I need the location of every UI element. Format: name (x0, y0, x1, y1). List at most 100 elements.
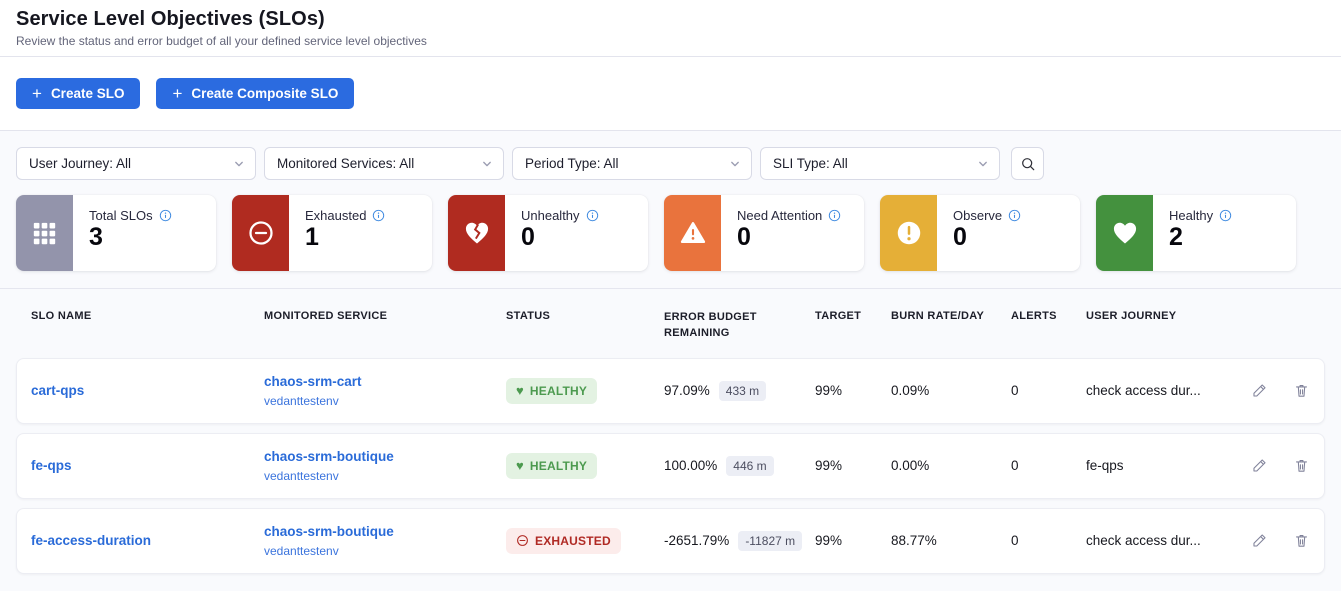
status-badge: ♥ HEALTHY (506, 377, 598, 404)
total-slos-card[interactable]: Total SLOs 3 (16, 195, 216, 271)
environment-link[interactable]: vedanttestenv (264, 544, 339, 559)
summary-cards: Total SLOs 3 Exhausted 1 (0, 180, 1341, 271)
target-value: 99% (815, 383, 843, 399)
heart-icon: ♥ (516, 383, 524, 399)
table-header-row: SLO NAME MONITORED SERVICE STATUS ERROR … (16, 289, 1325, 358)
delete-button[interactable] (1293, 532, 1310, 549)
user-journey-value: check access dur... (1086, 533, 1201, 549)
pencil-icon (1253, 459, 1266, 472)
sli-type-filter-value: SLI Type: All (773, 156, 848, 171)
user-journey-value: check access dur... (1086, 383, 1201, 399)
burn-rate-value: 0.09% (891, 383, 930, 399)
observe-card[interactable]: Observe 0 (880, 195, 1080, 271)
error-budget-minutes-chip: 433 m (718, 380, 767, 401)
content-area: User Journey: All Monitored Services: Al… (0, 131, 1341, 591)
heart-icon (1096, 195, 1153, 271)
col-header-user-journey: USER JOURNEY (1086, 310, 1177, 322)
healthy-card[interactable]: Healthy 2 (1096, 195, 1296, 271)
slo-name-link[interactable]: fe-access-duration (31, 532, 152, 548)
info-icon[interactable] (372, 209, 385, 222)
page-header: Service Level Objectives (SLOs) Review t… (0, 0, 1341, 57)
chevron-down-icon (979, 161, 987, 166)
target-value: 99% (815, 458, 843, 474)
col-header-alerts: ALERTS (1011, 310, 1057, 322)
search-button[interactable] (1011, 147, 1044, 180)
burn-rate-value: 0.00% (891, 458, 930, 474)
exclamation-circle-icon (880, 195, 937, 271)
card-value: 0 (953, 223, 967, 251)
search-icon (1021, 157, 1034, 170)
monitored-services-filter-value: Monitored Services: All (277, 156, 415, 171)
col-header-error-budget-remaining: ERROR BUDGET REMAINING (664, 311, 757, 339)
delete-button[interactable] (1293, 457, 1310, 474)
info-icon[interactable] (159, 209, 172, 222)
card-label: Healthy (1169, 208, 1214, 223)
trash-icon (1296, 460, 1307, 473)
info-icon[interactable] (1219, 209, 1232, 222)
pencil-icon (1253, 384, 1266, 397)
user-journey-value: fe-qps (1086, 458, 1124, 474)
info-icon[interactable] (1008, 209, 1021, 222)
table-row[interactable]: fe-access-duration chaos-srm-boutique ve… (16, 507, 1325, 574)
card-value: 2 (1169, 223, 1183, 251)
edit-button[interactable] (1251, 532, 1268, 549)
monitored-service-link[interactable]: chaos-srm-cart (264, 374, 362, 390)
col-header-status: STATUS (506, 310, 551, 322)
plus-icon: + (32, 83, 42, 103)
card-value: 0 (737, 223, 751, 251)
delete-button[interactable] (1293, 382, 1310, 399)
chevron-down-icon (483, 161, 491, 166)
target-value: 99% (815, 533, 843, 549)
monitored-service-link[interactable]: chaos-srm-boutique (264, 524, 394, 540)
grid-icon (16, 195, 73, 271)
edit-button[interactable] (1251, 382, 1268, 399)
status-badge: EXHAUSTED (506, 527, 621, 554)
card-label: Total SLOs (89, 208, 153, 223)
period-type-filter[interactable]: Period Type: All (512, 147, 752, 180)
need-attention-card[interactable]: Need Attention 0 (664, 195, 864, 271)
exhausted-card[interactable]: Exhausted 1 (232, 195, 432, 271)
status-badge: ♥ HEALTHY (506, 452, 598, 479)
card-label: Exhausted (305, 208, 367, 223)
create-composite-slo-button[interactable]: + Create Composite SLO (156, 78, 355, 109)
create-slo-button[interactable]: + Create SLO (16, 78, 141, 109)
info-icon[interactable] (586, 209, 599, 222)
slo-table: SLO NAME MONITORED SERVICE STATUS ERROR … (0, 288, 1341, 574)
minus-circle-icon (517, 535, 528, 547)
slo-name-link[interactable]: cart-qps (31, 382, 85, 398)
alerts-count: 0 (1011, 383, 1019, 399)
sli-type-filter[interactable]: SLI Type: All (760, 147, 1000, 180)
alerts-count: 0 (1011, 533, 1019, 549)
heart-icon: ♥ (516, 458, 524, 474)
error-budget-minutes-chip: 446 m (726, 455, 774, 476)
broken-heart-icon (448, 195, 505, 271)
col-header-burn-rate: BURN RATE/DAY (891, 310, 985, 322)
monitored-services-filter[interactable]: Monitored Services: All (264, 147, 504, 180)
col-header-slo-name: SLO NAME (31, 310, 92, 322)
create-slo-label: Create SLO (50, 86, 125, 101)
card-label: Need Attention (737, 208, 823, 223)
col-header-target: TARGET (815, 310, 862, 322)
page-title: Service Level Objectives (SLOs) (16, 8, 325, 30)
slo-name-link[interactable]: fe-qps (31, 457, 72, 473)
edit-button[interactable] (1251, 457, 1268, 474)
filter-bar: User Journey: All Monitored Services: Al… (0, 131, 1341, 180)
plus-icon: + (172, 83, 183, 103)
chevron-down-icon (235, 161, 243, 166)
environment-link[interactable]: vedanttestenv (264, 394, 339, 409)
environment-link[interactable]: vedanttestenv (264, 469, 339, 484)
warning-triangle-icon (664, 195, 721, 271)
toolbar: + Create SLO + Create Composite SLO (0, 57, 1341, 131)
table-row[interactable]: fe-qps chaos-srm-boutique vedanttestenv … (16, 432, 1325, 499)
table-row[interactable]: cart-qps chaos-srm-cart vedanttestenv ♥ H… (16, 357, 1325, 424)
info-icon[interactable] (828, 209, 841, 222)
chevron-down-icon (731, 161, 739, 166)
monitored-service-link[interactable]: chaos-srm-boutique (264, 449, 394, 465)
page-subtitle: Review the status and error budget of al… (16, 34, 427, 48)
user-journey-filter-value: User Journey: All (29, 156, 132, 171)
trash-icon (1296, 535, 1307, 548)
user-journey-filter[interactable]: User Journey: All (16, 147, 256, 180)
card-value: 1 (305, 223, 319, 251)
unhealthy-card[interactable]: Unhealthy 0 (448, 195, 648, 271)
error-budget-percent: 97.09% (664, 383, 710, 399)
